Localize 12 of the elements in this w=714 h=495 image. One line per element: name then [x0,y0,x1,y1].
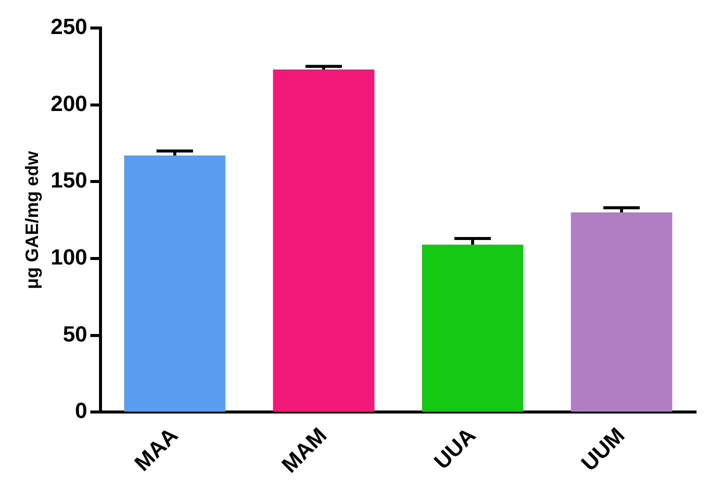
bar [273,69,374,412]
x-tick-label: UUA [429,422,481,474]
bar [570,212,672,412]
y-axis-title: μg GAE/mg edw [22,150,42,290]
y-tick-label: 250 [50,14,88,40]
y-tick-label: 150 [50,168,88,193]
bar [422,244,524,412]
y-tick-label: 50 [62,321,88,346]
y-tick-label: 0 [75,398,88,424]
y-tick-label: 200 [50,90,88,116]
bar [124,156,226,412]
y-tick-label: 100 [50,244,88,270]
